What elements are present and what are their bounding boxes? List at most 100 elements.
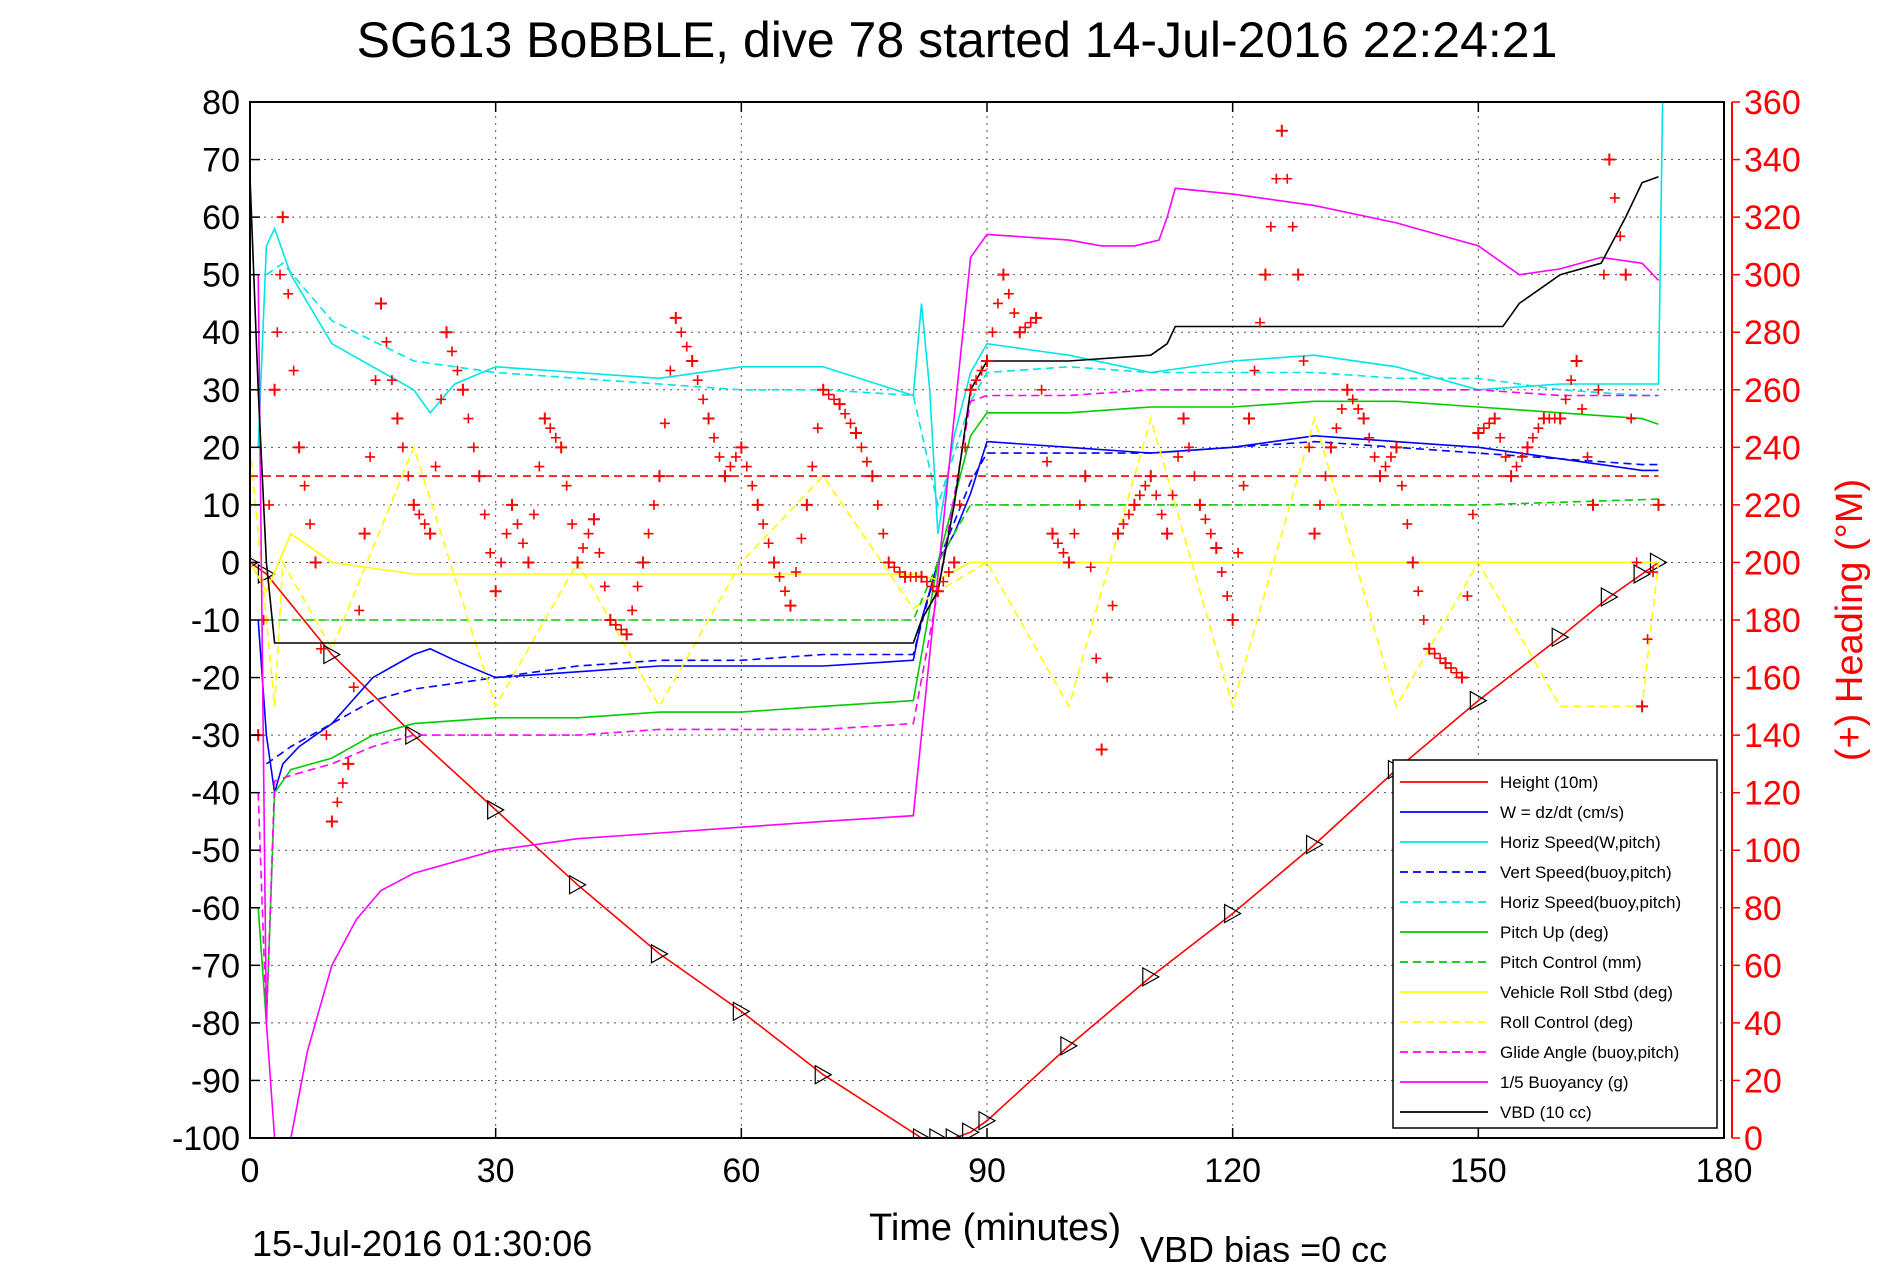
y-axis-right-label: (+) Heading (°M) xyxy=(1829,479,1871,761)
heading-point xyxy=(1418,615,1429,625)
heading-point xyxy=(927,581,938,592)
y-right-tick-label: 220 xyxy=(1744,487,1801,525)
y-right-tick-label: 20 xyxy=(1744,1062,1782,1100)
height-marker xyxy=(1224,903,1242,924)
heading-point xyxy=(1025,317,1036,328)
heading-point xyxy=(414,509,425,520)
y-tick-label: 0 xyxy=(221,544,240,582)
heading-point xyxy=(632,581,643,592)
heading-point xyxy=(938,576,949,587)
heading-point xyxy=(1226,614,1239,626)
heading-point xyxy=(604,614,617,626)
y-right-tick-label: 80 xyxy=(1744,890,1782,928)
y-right-tick-label: 160 xyxy=(1744,660,1801,698)
heading-point xyxy=(397,442,408,453)
heading-point xyxy=(1173,451,1184,462)
heading-point xyxy=(681,341,692,352)
heading-point xyxy=(1560,394,1571,405)
heading-point xyxy=(741,461,752,472)
x-tick-label: 150 xyxy=(1450,1152,1507,1190)
heading-point xyxy=(1619,268,1632,281)
heading-point xyxy=(1287,221,1298,232)
y-right-tick-label: 240 xyxy=(1744,429,1801,467)
y-right-tick-label: 100 xyxy=(1744,832,1801,870)
heading-point xyxy=(1402,519,1413,530)
heading-point xyxy=(1292,268,1305,281)
heading-point xyxy=(430,461,441,472)
legend-label-pitch-control-mm: Pitch Control (mm) xyxy=(1500,953,1642,972)
x-tick-label: 0 xyxy=(241,1152,260,1190)
heading-point xyxy=(829,394,840,405)
heading-point xyxy=(283,288,294,299)
heading-point xyxy=(599,581,610,592)
heading-point xyxy=(866,470,879,483)
height-marker xyxy=(1142,966,1161,987)
heading-point xyxy=(1200,514,1211,525)
heading-point xyxy=(485,547,496,558)
y-tick-label: 50 xyxy=(202,257,240,295)
heading-point xyxy=(1036,384,1047,395)
heading-point xyxy=(1451,667,1462,678)
heading-point xyxy=(1254,317,1265,328)
heading-point xyxy=(1259,268,1272,281)
y-tick-label: -40 xyxy=(191,775,240,813)
heading-point xyxy=(452,365,463,376)
heading-point xyxy=(1052,538,1063,549)
heading-point xyxy=(943,567,954,578)
heading-point xyxy=(1380,461,1391,472)
heading-point xyxy=(583,528,594,539)
height-marker xyxy=(1060,1035,1079,1056)
heading-point xyxy=(258,615,269,625)
series-line-horiz-speed-w-pitch xyxy=(257,102,1664,534)
heading-point xyxy=(1598,269,1609,280)
heading-point xyxy=(817,383,830,396)
heading-point xyxy=(1308,527,1321,540)
heading-point xyxy=(365,451,376,462)
heading-point xyxy=(446,346,457,357)
heading-point xyxy=(976,365,987,376)
heading-point xyxy=(370,375,381,386)
heading-point xyxy=(1123,509,1134,520)
chart-title: SG613 BoBBLE, dive 78 started 14-Jul-201… xyxy=(357,12,1558,68)
height-marker xyxy=(650,943,669,964)
heading-point xyxy=(456,383,469,396)
heading-point xyxy=(1003,288,1014,299)
heading-point xyxy=(620,628,633,641)
heading-point xyxy=(342,757,355,770)
heading-point xyxy=(305,519,316,530)
heading-markers xyxy=(252,124,1665,828)
heading-point xyxy=(1357,412,1370,425)
heading-point xyxy=(1577,403,1588,414)
legend-label-height-10m: Height (10m) xyxy=(1500,773,1598,792)
heading-point xyxy=(758,519,769,530)
heading-point xyxy=(561,480,572,491)
heading-point xyxy=(1320,471,1331,482)
heading-point xyxy=(1435,653,1446,664)
heading-point xyxy=(578,543,589,554)
heading-point xyxy=(545,423,556,434)
heading-point xyxy=(1570,355,1583,367)
height-marker xyxy=(1600,586,1619,608)
heading-point xyxy=(567,519,578,530)
heading-point xyxy=(1439,657,1452,670)
x-axis: 0 30 60 90 120 150 180 xyxy=(241,102,1752,1190)
heading-point xyxy=(463,413,474,424)
heading-point xyxy=(1020,322,1031,333)
heading-point xyxy=(676,327,687,338)
heading-point xyxy=(1062,556,1075,569)
y-right-tick-label: 340 xyxy=(1744,142,1801,180)
heading-point xyxy=(1282,173,1293,184)
heading-point xyxy=(882,556,895,569)
heading-point xyxy=(616,624,627,635)
heading-point xyxy=(555,441,568,454)
heading-point xyxy=(1128,498,1141,511)
heading-point xyxy=(1238,480,1249,491)
heading-point xyxy=(823,389,834,400)
y-tick-label: -70 xyxy=(191,947,240,985)
heading-point xyxy=(911,571,922,582)
heading-point xyxy=(763,538,774,549)
heading-point xyxy=(1095,743,1108,756)
heading-point xyxy=(1478,423,1489,434)
footer-timestamp: 15-Jul-2016 01:30:06 xyxy=(252,1223,592,1262)
heading-point xyxy=(1446,662,1457,673)
